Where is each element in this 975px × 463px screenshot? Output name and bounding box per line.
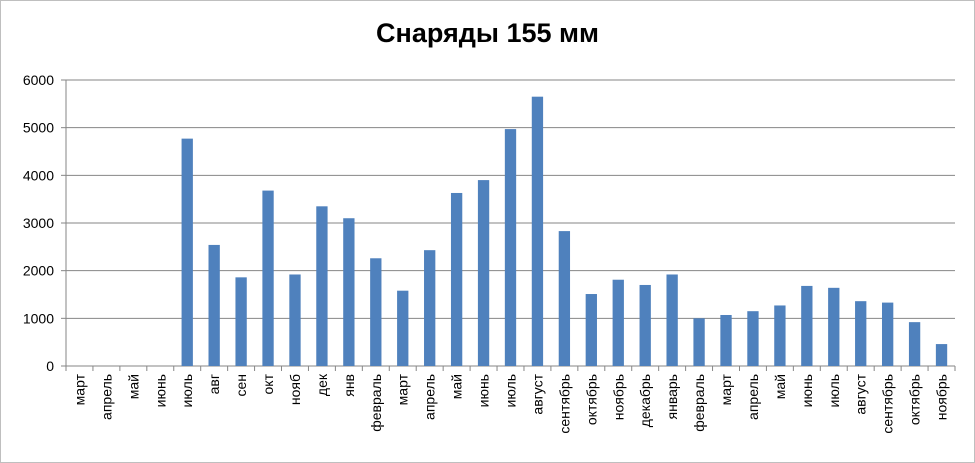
bar	[343, 218, 355, 366]
x-category-label: май	[125, 374, 141, 399]
bar	[316, 206, 328, 366]
x-category-label: июнь	[799, 374, 815, 407]
x-category-label: март	[718, 373, 734, 405]
bar	[262, 190, 274, 366]
x-category-label: октябрь	[907, 374, 923, 425]
bar	[370, 258, 382, 366]
x-category-label: ноябрь	[934, 374, 950, 420]
x-category-label: февраль	[368, 374, 384, 432]
x-category-label: июль	[179, 374, 195, 407]
y-tick-label: 1000	[23, 310, 54, 326]
bar	[747, 311, 759, 366]
bar	[531, 96, 544, 366]
bar	[424, 250, 436, 366]
bar	[235, 277, 247, 366]
bar	[477, 180, 490, 366]
bar	[450, 192, 463, 366]
x-category-label: апрель	[422, 374, 438, 420]
x-category-label: июль	[826, 374, 842, 407]
x-category-label: октябрь	[583, 374, 599, 425]
bar	[881, 302, 894, 366]
x-category-label: апрель	[98, 374, 114, 420]
x-category-label: июль	[503, 374, 519, 407]
bar	[666, 274, 678, 366]
bar	[397, 290, 409, 366]
y-tick-label: 4000	[23, 167, 54, 183]
bar	[935, 344, 948, 366]
x-category-label: дек	[314, 373, 330, 396]
bar	[181, 138, 193, 366]
x-category-label: сентябрь	[556, 374, 572, 434]
bar	[585, 294, 597, 366]
y-tick-label: 3000	[23, 215, 54, 231]
bar	[855, 301, 867, 366]
bars	[181, 96, 948, 366]
bar	[639, 284, 651, 366]
x-category-label: май	[772, 374, 788, 399]
x-category-label: март	[395, 373, 411, 405]
x-category-label: январь	[664, 374, 680, 419]
x-category-label: май	[449, 374, 465, 399]
bar	[208, 244, 220, 366]
x-category-label: ноябрь	[610, 374, 626, 420]
bar	[558, 231, 571, 366]
x-category-label: июнь	[152, 374, 168, 407]
x-category-label: февраль	[691, 374, 707, 432]
y-tick-label: 2000	[23, 263, 54, 279]
y-tick-label: 6000	[23, 72, 54, 88]
x-category-label: март	[71, 373, 87, 405]
x-category-label: декабрь	[637, 374, 653, 427]
x-category-label: сентябрь	[880, 374, 896, 434]
bar	[693, 318, 705, 366]
bar	[774, 305, 786, 366]
x-category-label: нояб	[287, 374, 303, 405]
bar	[720, 314, 732, 366]
x-category-label: окт	[260, 373, 276, 394]
y-tick-label: 0	[46, 358, 54, 374]
x-category-label: июнь	[476, 374, 492, 407]
bar	[828, 287, 840, 366]
bar	[908, 322, 921, 366]
chart-title: Снаряды 155 мм	[376, 18, 599, 48]
x-category-label: авг	[206, 374, 222, 394]
x-category-label: август	[853, 373, 869, 414]
bar	[612, 279, 624, 366]
bar	[289, 274, 301, 366]
x-category-label: сен	[233, 374, 249, 397]
x-category-label: янв	[341, 374, 357, 397]
x-category-label: апрель	[745, 374, 761, 420]
bar	[801, 285, 813, 366]
bar	[504, 129, 517, 366]
y-tick-label: 5000	[23, 120, 54, 136]
x-category-label: август	[529, 373, 545, 414]
